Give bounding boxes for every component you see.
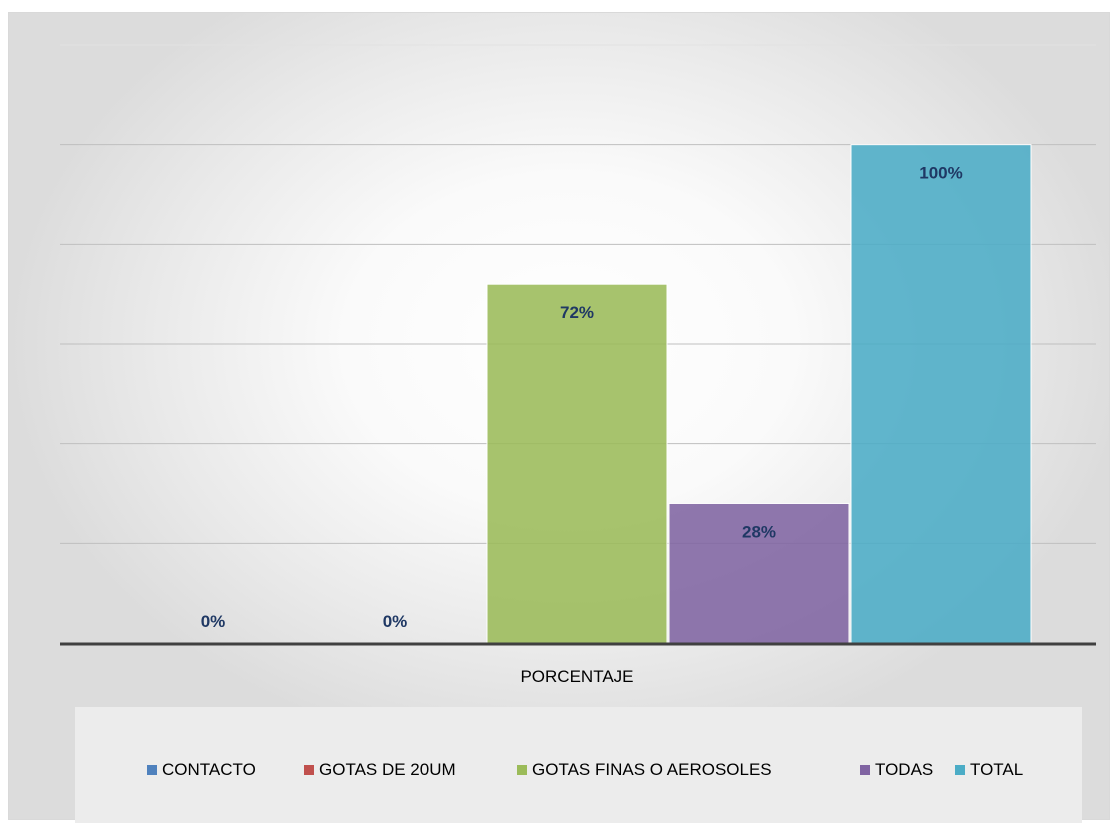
legend-swatch: [955, 765, 965, 775]
legend-label: GOTAS FINAS O AEROSOLES: [532, 760, 772, 779]
bar-gotas-finas-o-aerosoles: [486, 283, 668, 644]
legend: CONTACTO GOTAS DE 20UM GOTAS FINAS O AEROS…: [75, 707, 1082, 823]
data-label-gotas-finas-o-aerosoles: 72%: [560, 303, 594, 322]
data-label-total: 100%: [919, 164, 962, 183]
legend-items: CONTACTO GOTAS DE 20UM GOTAS FINAS O AEROS…: [75, 707, 1082, 823]
bars: [486, 144, 1032, 644]
data-labels: 0% 0% 72% 28% 100%: [201, 164, 963, 631]
legend-label: CONTACTO: [162, 760, 256, 779]
bar-total: [850, 144, 1032, 644]
legend-swatch: [304, 765, 314, 775]
legend-swatch: [517, 765, 527, 775]
legend-entry-gotas-finas-o-aerosoles: GOTAS FINAS O AEROSOLES: [517, 760, 772, 780]
bar-todas: [668, 502, 850, 644]
data-label-gotas-de-20um: 0%: [383, 612, 408, 631]
legend-entry-todas: TODAS: [860, 760, 933, 780]
legend-label: TODAS: [875, 760, 934, 779]
data-label-contacto: 0%: [201, 612, 226, 631]
legend-entry-gotas-de-20um: GOTAS DE 20UM: [304, 760, 456, 780]
legend-label: TOTAL: [970, 760, 1024, 779]
legend-entry-contacto: CONTACTO: [147, 760, 256, 780]
legend-entry-total: TOTAL: [955, 760, 1023, 780]
legend-swatch: [147, 765, 157, 775]
data-label-todas: 28%: [742, 522, 776, 541]
category-label: PORCENTAJE: [520, 667, 633, 686]
legend-swatch: [860, 765, 870, 775]
legend-label: GOTAS DE 20UM: [319, 760, 456, 779]
